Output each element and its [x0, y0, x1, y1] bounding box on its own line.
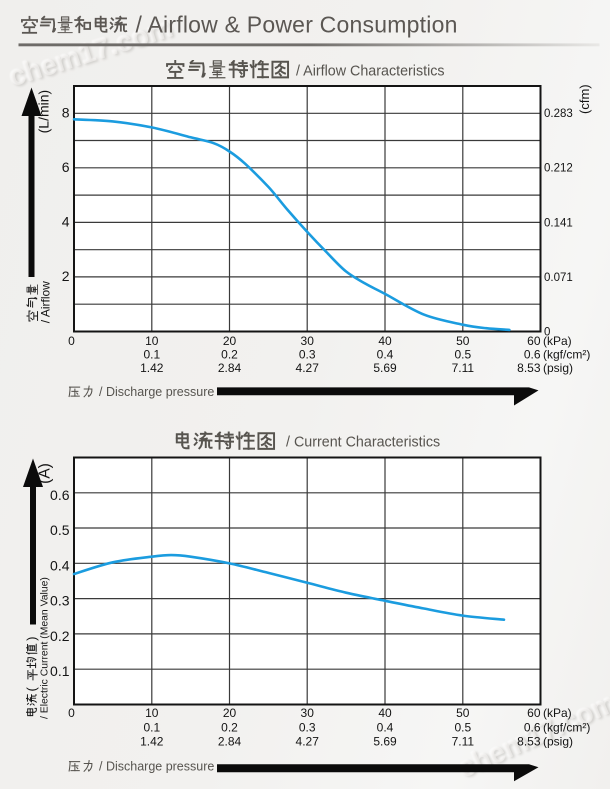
svg-text:5.69: 5.69	[373, 735, 397, 749]
svg-text:4: 4	[62, 213, 70, 229]
svg-text:0.6: 0.6	[524, 348, 541, 362]
svg-text:0.6: 0.6	[50, 487, 70, 503]
svg-text:2: 2	[62, 268, 70, 284]
svg-text:60: 60	[527, 706, 541, 720]
svg-text:/ Current Characteristics: / Current Characteristics	[286, 435, 440, 451]
svg-text:0.5: 0.5	[50, 522, 70, 538]
svg-text:(cfm): (cfm)	[577, 84, 592, 114]
svg-text:0.1: 0.1	[143, 720, 160, 734]
svg-text:5.69: 5.69	[373, 361, 397, 375]
svg-text:6: 6	[62, 159, 70, 175]
svg-text:40: 40	[378, 334, 392, 348]
svg-text:(kgf/cm²): (kgf/cm²)	[543, 720, 590, 734]
svg-text:(A): (A)	[36, 463, 53, 484]
svg-text:10: 10	[145, 706, 159, 720]
svg-text:): )	[24, 636, 39, 640]
svg-text:0.3: 0.3	[299, 720, 316, 734]
svg-text:(kgf/cm²): (kgf/cm²)	[543, 348, 590, 362]
svg-text:/ Airflow Characteristics: / Airflow Characteristics	[296, 63, 445, 79]
svg-text:0.283: 0.283	[544, 108, 573, 120]
svg-text:10: 10	[145, 334, 159, 348]
svg-text:0: 0	[544, 326, 550, 338]
svg-text:/ Electric Current (Mean Value: / Electric Current (Mean Value)	[39, 577, 50, 719]
svg-text:0.5: 0.5	[454, 348, 471, 362]
svg-text:20: 20	[223, 706, 237, 720]
svg-text:2.84: 2.84	[218, 735, 242, 749]
svg-text:8: 8	[62, 104, 70, 120]
svg-text:(kPa): (kPa)	[543, 706, 572, 720]
svg-text:20: 20	[223, 334, 237, 348]
svg-text:30: 30	[301, 706, 315, 720]
svg-text:40: 40	[378, 706, 392, 720]
svg-text:7.11: 7.11	[452, 361, 475, 375]
svg-text:2.84: 2.84	[218, 361, 242, 375]
svg-text:/ Discharge pressure: / Discharge pressure	[99, 385, 214, 399]
svg-text:/ Discharge pressure: / Discharge pressure	[99, 760, 214, 774]
svg-text:4.27: 4.27	[296, 361, 320, 375]
svg-text:1.42: 1.42	[140, 361, 164, 375]
svg-text:0.4: 0.4	[50, 557, 70, 573]
svg-text:(L/min): (L/min)	[35, 90, 51, 134]
svg-text:(kPa): (kPa)	[543, 334, 572, 348]
svg-text:0.141: 0.141	[544, 217, 573, 229]
svg-text:50: 50	[456, 706, 470, 720]
svg-text:0.1: 0.1	[50, 663, 70, 679]
svg-text:0.2: 0.2	[221, 348, 238, 362]
svg-text:0.3: 0.3	[50, 593, 70, 609]
svg-text:8.53: 8.53	[517, 735, 541, 749]
svg-text:0.3: 0.3	[299, 348, 316, 362]
svg-text:30: 30	[301, 334, 315, 348]
svg-text:0.4: 0.4	[377, 348, 394, 362]
svg-text:8.53: 8.53	[517, 361, 541, 375]
svg-text:0.2: 0.2	[50, 628, 70, 644]
svg-text:0: 0	[68, 706, 75, 720]
svg-text:(psig): (psig)	[543, 361, 573, 375]
svg-text:0.1: 0.1	[143, 348, 160, 362]
svg-text:0.6: 0.6	[524, 720, 541, 734]
svg-text:0.2: 0.2	[221, 720, 238, 734]
svg-text:4.27: 4.27	[296, 735, 320, 749]
svg-text:(: (	[24, 687, 39, 692]
svg-text:0: 0	[68, 334, 75, 348]
svg-text:1.42: 1.42	[140, 735, 164, 749]
svg-text:60: 60	[527, 334, 541, 348]
svg-text:/ Airflow & Power Consumption: / Airflow & Power Consumption	[136, 11, 458, 37]
svg-text:0.4: 0.4	[377, 720, 394, 734]
svg-text:0.212: 0.212	[544, 163, 573, 175]
svg-text:0.5: 0.5	[454, 720, 471, 734]
svg-text:50: 50	[456, 334, 470, 348]
svg-text:0.071: 0.071	[544, 272, 573, 284]
svg-text:/ Airflow: / Airflow	[39, 281, 53, 323]
svg-text:7.11: 7.11	[452, 735, 475, 749]
svg-text:(psig): (psig)	[543, 735, 573, 749]
